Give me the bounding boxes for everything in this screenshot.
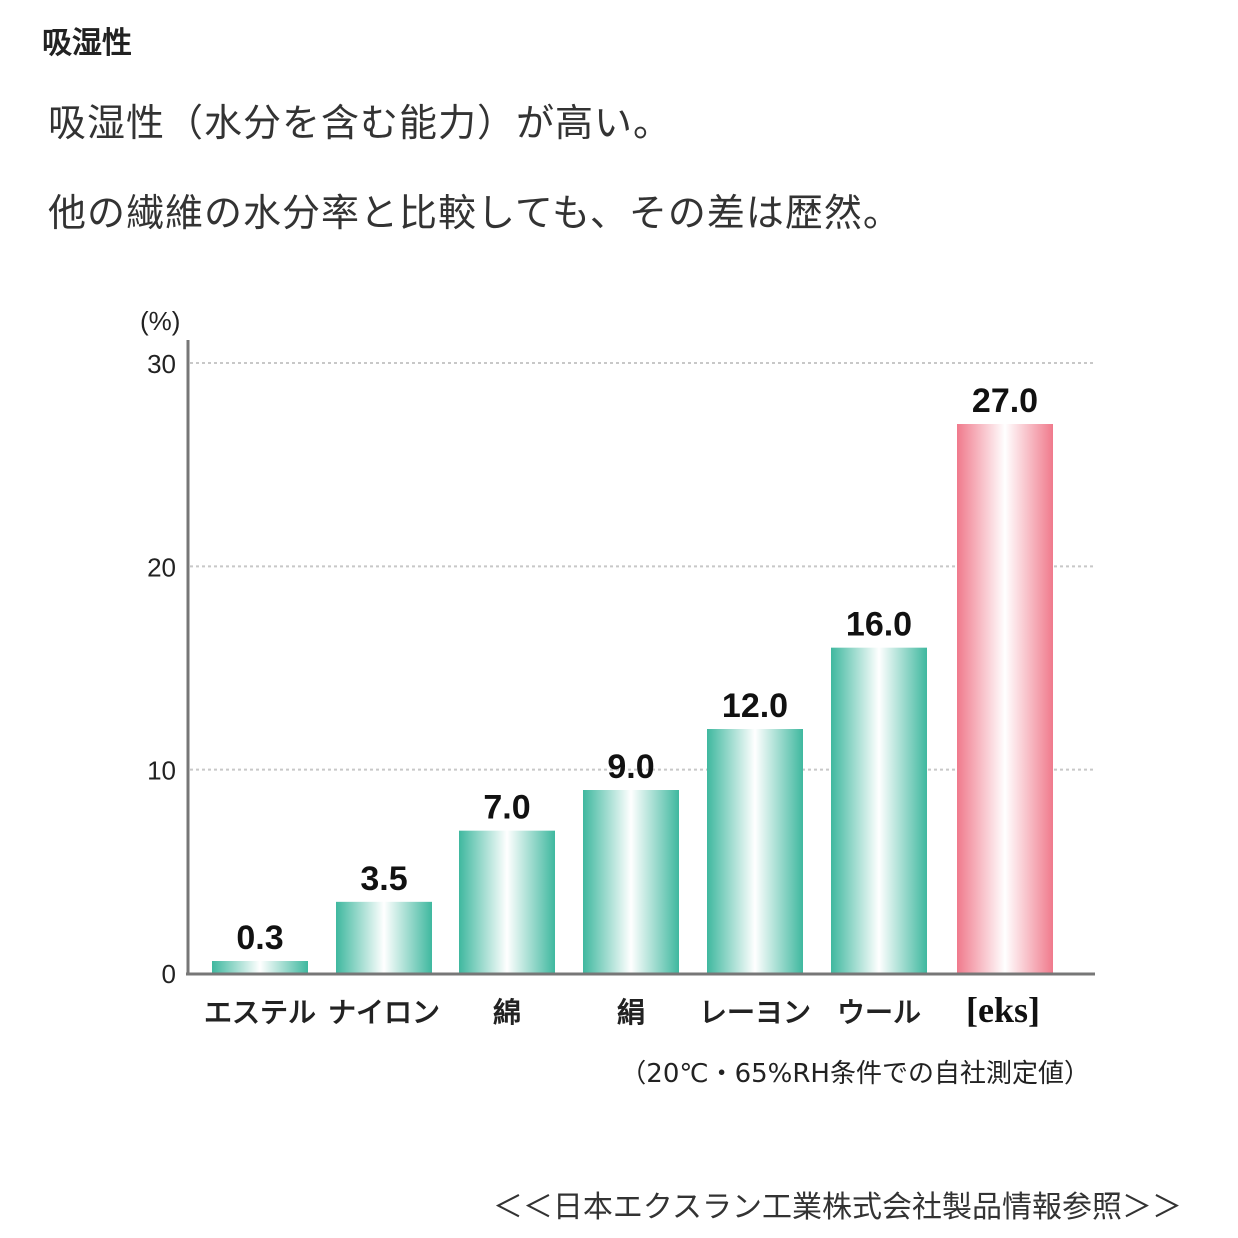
bar-value-label: 9.0 (607, 748, 654, 786)
bar-value-label: 12.0 (722, 687, 788, 725)
bar (957, 424, 1053, 973)
section-heading: 吸湿性 (42, 26, 132, 61)
bar (583, 790, 679, 973)
bar (336, 901, 432, 973)
bar-value-label: 16.0 (846, 606, 912, 644)
category-label: [eks] (966, 990, 1040, 1030)
y-tick-label: 10 (147, 756, 176, 786)
measurement-note: （20℃・65%RH条件での自社測定値） (620, 1059, 1090, 1089)
category-label: ナイロン (328, 996, 440, 1029)
bar (212, 961, 308, 973)
bar-value-label: 27.0 (972, 382, 1038, 420)
category-label: レーヨン (699, 996, 811, 1029)
y-axis-label: (%) (140, 306, 180, 336)
category-label: ウール (837, 996, 921, 1029)
bar (707, 729, 803, 973)
bar-value-label: 3.5 (360, 860, 407, 898)
category-label: 綿 (493, 996, 521, 1029)
category-label: 絹 (617, 996, 645, 1029)
y-tick-label: 20 (147, 552, 176, 582)
bar-value-label: 0.3 (236, 919, 283, 957)
y-tick-label: 0 (162, 959, 176, 989)
bar (831, 647, 927, 973)
y-tick-label: 30 (147, 349, 176, 379)
bar (459, 830, 555, 973)
category-label: エステル (204, 996, 316, 1029)
bar-value-label: 7.0 (483, 789, 530, 827)
source-credit: ＜＜日本エクスラン工業株式会社製品情報参照＞＞ (492, 1190, 1182, 1225)
description-line-1: 吸湿性（水分を含む能力）が高い。 (48, 101, 673, 145)
description-line-2: 他の繊維の水分率と比較しても、その差は歴然。 (48, 191, 902, 235)
